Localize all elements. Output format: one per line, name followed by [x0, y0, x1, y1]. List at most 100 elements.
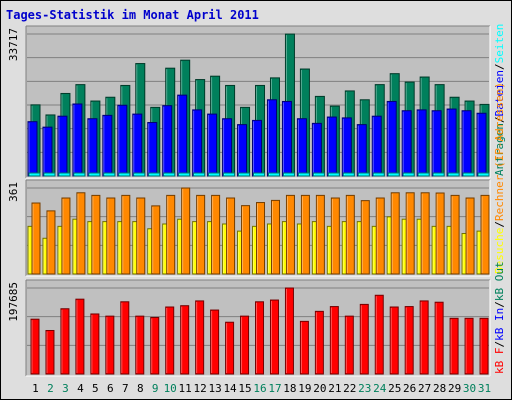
legend-entry: Rechner (IP-Adressen) [493, 82, 506, 221]
bar-rechner-ip-adressen [121, 194, 131, 275]
bar-kb-f [45, 329, 55, 375]
bar-kb-f [434, 301, 444, 375]
bar-kb-f [404, 306, 414, 375]
bar-seiten [477, 172, 490, 177]
bar-seiten [312, 172, 325, 177]
x-tick-label: 6 [107, 382, 114, 395]
bar-rechner-ip-adressen [151, 205, 161, 275]
bar-seiten [118, 172, 131, 177]
x-tick-label: 20 [313, 382, 326, 395]
x-tick-label: 14 [223, 382, 237, 395]
bar-rechner-ip-adressen [136, 197, 146, 275]
bar-seiten [282, 172, 295, 177]
bar-seiten [372, 172, 385, 177]
x-tick-label: 23 [358, 382, 371, 395]
bar-seiten [357, 172, 370, 177]
bar-rechner-ip-adressen [181, 187, 191, 275]
bar-kb-f [105, 315, 115, 375]
bar-seiten [327, 172, 340, 177]
bar-kb-f [284, 287, 294, 375]
bar-seiten [238, 172, 251, 177]
x-tick-label: 18 [283, 382, 296, 395]
bar-kb-f [344, 315, 354, 375]
bar-seiten [417, 172, 430, 177]
bar-seiten [88, 172, 101, 177]
panel-bars [30, 287, 489, 375]
panel-legend: Besuche /Rechner (IP-Adressen) [493, 82, 506, 274]
legend-entry: / [493, 116, 506, 123]
x-tick-label: 24 [373, 382, 387, 395]
legend-entry: Besuche [493, 228, 506, 274]
panel-legend: Anfragen/Dateien/Seiten [493, 24, 506, 176]
bar-seiten [432, 172, 445, 177]
legend-entry: kB In [493, 308, 506, 341]
x-tick-label: 19 [298, 382, 311, 395]
bar-kb-f [464, 317, 474, 375]
x-tick-label: 27 [418, 382, 431, 395]
bar-rechner-ip-adressen [106, 197, 116, 275]
legend-entry: Anfragen [493, 123, 506, 176]
bar-rechner-ip-adressen [390, 192, 400, 275]
bar-rechner-ip-adressen [76, 192, 86, 275]
bar-kb-f [314, 310, 324, 375]
x-tick-label: 16 [253, 382, 266, 395]
legend-entry: / [493, 341, 506, 348]
bar-rechner-ip-adressen [91, 194, 101, 275]
bar-rechner-ip-adressen [360, 200, 370, 275]
bar-seiten [223, 172, 236, 177]
bar-rechner-ip-adressen [420, 192, 430, 275]
legend-entry: kB Out [493, 261, 506, 301]
x-tick-label: 3 [62, 382, 69, 395]
bar-seiten [208, 172, 221, 177]
bar-seiten [58, 172, 71, 177]
bar-kb-f [150, 316, 160, 375]
legend-entry: / [493, 301, 506, 308]
bar-rechner-ip-adressen [61, 197, 71, 275]
bar-rechner-ip-adressen [465, 197, 475, 275]
panel-hits-files-pages: 33717 Anfragen/Dateien/Seiten [7, 24, 506, 179]
bar-kb-f [479, 317, 489, 375]
bar-rechner-ip-adressen [405, 192, 415, 275]
bar-rechner-ip-adressen [330, 197, 340, 275]
bar-seiten [193, 172, 206, 177]
bar-rechner-ip-adressen [435, 192, 445, 275]
bar-kb-f [195, 300, 205, 375]
bar-seiten [253, 172, 266, 177]
bar-seiten [178, 172, 191, 177]
x-tick-label: 12 [194, 382, 207, 395]
bar-kb-f [419, 300, 429, 375]
bar-seiten [387, 172, 400, 177]
legend-entry: / [493, 63, 506, 70]
bar-seiten [342, 172, 355, 177]
panel-max-label: 33717 [7, 28, 20, 61]
bar-seiten [163, 172, 176, 177]
legend-entry: kB F [493, 348, 506, 375]
x-axis-day-labels: 1 2 3 4 5 6 7 8 9 10 11 12 13 14 15 16 17 18 19 20 21 22 23 24 2… [32, 382, 491, 395]
bar-rechner-ip-adressen [375, 197, 385, 275]
x-tick-label: 31 [478, 382, 491, 395]
x-tick-label: 5 [92, 382, 99, 395]
bar-seiten [297, 172, 310, 177]
bar-seiten [462, 172, 475, 177]
bar-kb-f [135, 315, 145, 375]
bar-kb-f [165, 306, 175, 375]
x-tick-label: 1 [32, 382, 39, 395]
legend-entry: Seiten [493, 24, 506, 64]
bar-rechner-ip-adressen [46, 210, 56, 275]
bar-kb-f [255, 301, 265, 375]
chart-panels: 33717Anfragen/Dateien/Seiten361Besuche/R… [7, 24, 506, 377]
bar-kb-f [374, 294, 384, 375]
panel-bars [27, 187, 490, 275]
bar-seiten [447, 172, 460, 177]
bar-kb-f [389, 306, 399, 375]
x-tick-label: 17 [268, 382, 281, 395]
bar-seiten [133, 172, 146, 177]
bar-rechner-ip-adressen [300, 194, 310, 275]
bar-rechner-ip-adressen [256, 202, 266, 275]
bar-kb-f [60, 308, 70, 375]
bar-seiten [73, 172, 86, 177]
x-tick-label: 4 [77, 382, 84, 395]
